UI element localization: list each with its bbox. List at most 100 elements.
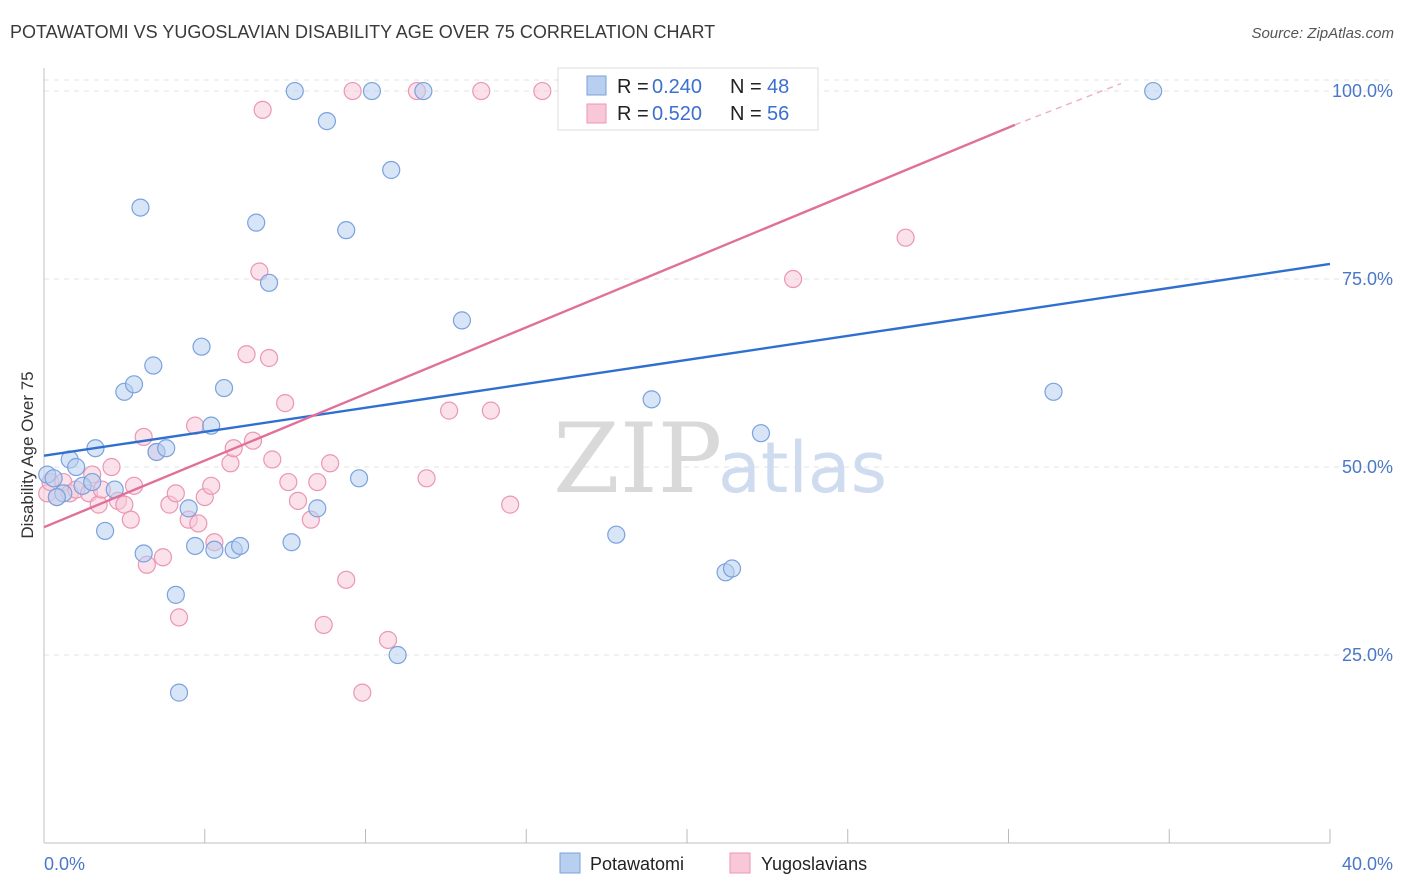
bottom-legend-label-potawatomi: Potawatomi xyxy=(590,854,684,874)
y-tick-labels: 25.0% 50.0% 75.0% 100.0% xyxy=(1332,81,1393,665)
potawatomi-point xyxy=(186,536,205,556)
potawatomi-point xyxy=(1144,81,1163,101)
yugoslavians-point xyxy=(169,608,189,627)
yugoslavians-point xyxy=(783,269,803,289)
y-tick-label: 25.0% xyxy=(1342,645,1393,665)
watermark-atlas: atlas xyxy=(718,427,887,509)
potawatomi-point xyxy=(131,198,150,217)
potawatomi-point xyxy=(144,356,163,375)
potawatomi-point xyxy=(722,559,742,578)
legend-r-value-2: 0.520 xyxy=(652,103,702,125)
yugoslavians-point xyxy=(221,454,240,473)
potawatomi-point xyxy=(285,81,304,101)
potawatomi-point xyxy=(362,81,382,101)
potawatomi-point xyxy=(259,273,279,292)
yugoslavians-point xyxy=(353,683,372,702)
potawatomi-point xyxy=(67,457,86,477)
potawatomi-point xyxy=(607,525,626,544)
chart-title: POTAWATOMI VS YUGOSLAVIAN DISABILITY AGE… xyxy=(10,22,715,42)
yugoslavians-point xyxy=(102,457,121,477)
potawatomi-point xyxy=(124,375,144,394)
potawatomi-point xyxy=(214,378,234,398)
yugoslavians-point xyxy=(189,514,208,533)
yugoslavians-point xyxy=(314,615,333,635)
yugoslavians-point xyxy=(237,345,256,364)
yugoslavians-point xyxy=(337,570,356,589)
yugoslavians-point xyxy=(276,394,295,413)
yugoslavians-trend-extension xyxy=(1014,82,1122,126)
watermark: ZIP atlas xyxy=(553,403,887,515)
yugoslavians-point xyxy=(481,401,500,420)
yugoslavians-point xyxy=(279,472,298,492)
yugoslavians-point xyxy=(501,495,520,514)
potawatomi-point xyxy=(282,533,301,552)
potawatomi-point xyxy=(349,469,369,488)
legend-n-label-1: N = xyxy=(730,76,762,98)
potawatomi-point xyxy=(751,424,771,443)
yugoslavians-point xyxy=(533,81,552,101)
yugoslavians-point xyxy=(263,450,282,469)
x-tick-label-max: 40.0% xyxy=(1342,854,1393,874)
y-tick-label: 100.0% xyxy=(1332,81,1393,101)
legend-n-label-2: N = xyxy=(730,103,762,125)
potawatomi-point xyxy=(414,81,433,101)
legend-r-value-1: 0.240 xyxy=(652,76,702,98)
potawatomi-point xyxy=(382,160,401,180)
potawatomi-point xyxy=(205,540,224,559)
potawatomi-point xyxy=(642,390,661,409)
potawatomi-point xyxy=(83,472,102,492)
potawatomi-point xyxy=(192,337,211,356)
x-axis-ticks xyxy=(204,829,1331,843)
yugoslavians-point xyxy=(439,401,459,420)
legend-swatch-yugoslavians xyxy=(586,103,607,124)
potawatomi-point xyxy=(157,439,176,458)
chart-source: Source: ZipAtlas.com xyxy=(1251,25,1394,42)
legend-r-label-1: R = xyxy=(617,76,649,98)
potawatomi-point xyxy=(47,487,66,507)
yugoslavians-point xyxy=(115,495,134,514)
yugoslavians-point xyxy=(896,228,915,247)
y-tick-label: 75.0% xyxy=(1342,269,1393,289)
potawatomi-point xyxy=(452,311,472,330)
potawatomi-points xyxy=(38,81,1163,702)
x-tick-label-min: 0.0% xyxy=(44,854,85,874)
yugoslavians-point xyxy=(153,548,173,567)
yugoslavians-point xyxy=(288,491,308,510)
potawatomi-point xyxy=(166,585,185,604)
potawatomi-point xyxy=(337,221,356,240)
potawatomi-point xyxy=(231,536,250,556)
potawatomi-point xyxy=(169,683,189,702)
potawatomi-trend-line xyxy=(43,262,1331,457)
potawatomi-point xyxy=(388,645,407,665)
yugoslavians-point xyxy=(321,454,340,473)
potawatomi-point xyxy=(317,112,337,131)
yugoslavians-point xyxy=(472,81,491,101)
potawatomi-point xyxy=(134,544,153,563)
potawatomi-point xyxy=(1044,382,1063,401)
bottom-legend-label-yugoslavians: Yugoslavians xyxy=(761,854,867,874)
yugoslavians-point xyxy=(253,100,272,119)
legend-swatch-potawatomi xyxy=(586,75,607,96)
legend-n-value-2: 56 xyxy=(767,103,789,125)
yugoslavians-point xyxy=(121,510,140,529)
bottom-legend-swatch-yugoslavians xyxy=(729,852,751,874)
legend-r-label-2: R = xyxy=(617,103,649,125)
yugoslavians-point xyxy=(417,469,436,488)
yugoslavians-point xyxy=(343,81,362,101)
yugoslavians-point xyxy=(308,472,327,492)
correlation-legend: R = 0.240 N = 48 R = 0.520 N = 56 xyxy=(557,67,819,131)
yugoslavians-point xyxy=(259,348,279,368)
y-tick-label: 50.0% xyxy=(1342,457,1393,477)
potawatomi-point xyxy=(95,521,115,541)
legend-n-value-1: 48 xyxy=(767,76,789,98)
potawatomi-point xyxy=(44,469,63,488)
series-legend: Potawatomi Yugoslavians xyxy=(559,852,867,874)
yugoslavians-point xyxy=(378,630,398,650)
yugoslavians-trend-line xyxy=(43,123,1016,529)
y-axis-title: Disability Age Over 75 xyxy=(18,371,37,538)
potawatomi-point xyxy=(247,213,266,232)
bottom-legend-swatch-potawatomi xyxy=(559,852,581,874)
yugoslavians-point xyxy=(202,476,221,495)
watermark-zip: ZIP xyxy=(553,403,722,515)
